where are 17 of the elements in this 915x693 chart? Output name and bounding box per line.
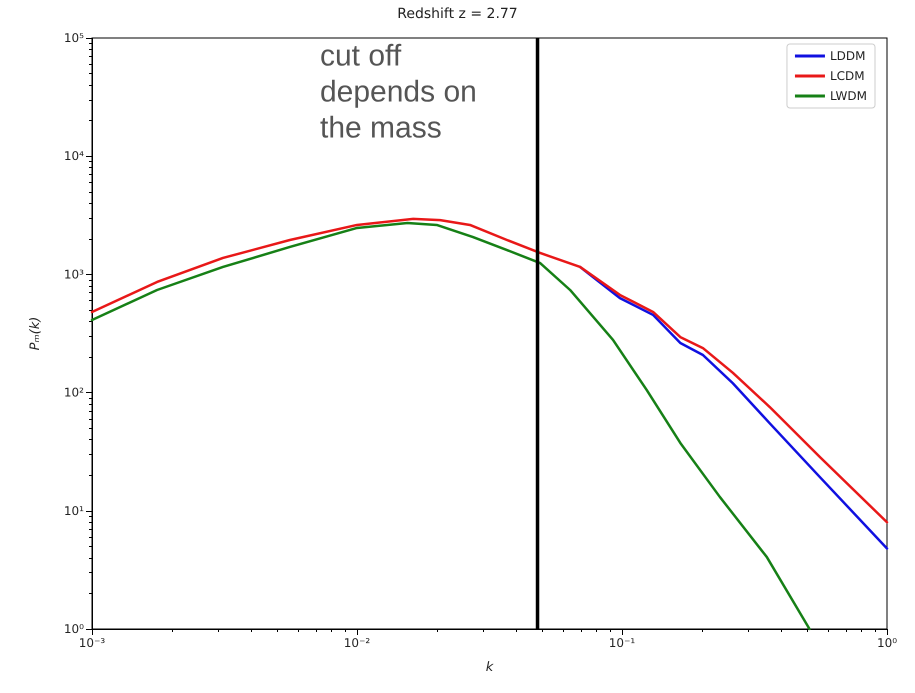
x-tick-label: 10⁻² [344, 636, 370, 650]
y-tick-label: 10¹ [64, 504, 84, 518]
x-tick-label: 10⁻³ [78, 636, 106, 650]
chart-title: Redshift z = 2.77 [397, 6, 518, 22]
annotation: cut off depends on the mass [320, 40, 486, 144]
y-tick-label: 10⁰ [64, 622, 84, 636]
legend-label: LWDM [830, 89, 868, 103]
legend-label: LDDM [830, 49, 866, 63]
y-tick-label: 10⁴ [64, 149, 84, 164]
y-tick-label: 10² [64, 386, 84, 400]
legend-label: LCDM [830, 69, 865, 83]
y-tick-label: 10³ [64, 267, 84, 282]
x-tick-label: 10⁰ [876, 636, 898, 650]
y-tick-label: 10⁵ [64, 31, 84, 45]
x-axis-title: k [486, 660, 494, 675]
x-tick-label: 10⁻¹ [608, 636, 636, 650]
y-axis-title: Pₘ(k) [28, 316, 43, 350]
